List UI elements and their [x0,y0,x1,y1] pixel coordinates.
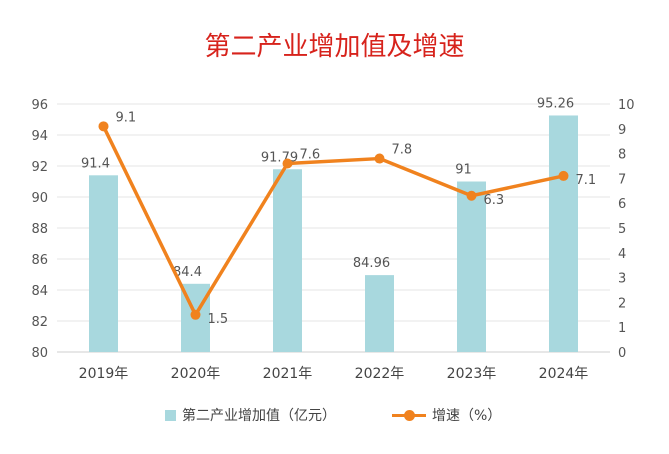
left-tick-label: 92 [31,160,48,175]
line-point [98,121,109,132]
left-tick-label: 94 [31,129,48,144]
bar-data-label: 84.4 [173,265,202,280]
line-point [466,190,477,201]
right-tick-label: 7 [618,172,626,187]
right-tick-label: 0 [618,346,626,361]
right-tick-label: 8 [618,148,626,163]
right-tick-label: 4 [618,247,626,262]
bar [457,181,486,352]
legend-line-label: 增速（%） [432,408,502,424]
left-tick-label: 96 [31,98,48,113]
line-point [558,170,569,181]
bar-data-label: 84.96 [353,256,390,271]
legend-item-line: 增速（%） [392,405,501,425]
bar [89,175,118,352]
x-tick-label: 2020年 [171,366,221,382]
bar [365,275,394,352]
line-point [190,309,201,320]
legend-line-swatch [392,409,426,421]
legend-bar-label: 第二产业增加值（亿元） [182,408,336,424]
bar [549,115,578,352]
left-tick-label: 86 [31,253,48,268]
x-tick-label: 2021年 [263,366,313,382]
left-tick-label: 90 [31,191,48,206]
right-tick-label: 9 [618,123,626,138]
right-tick-label: 2 [618,296,626,311]
left-tick-label: 82 [31,315,48,330]
right-tick-label: 1 [618,321,626,336]
growth-line [101,125,564,317]
bar [273,169,302,352]
right-tick-label: 6 [618,197,626,212]
line-data-label: 7.6 [300,148,321,163]
x-tick-label: 2024年 [539,366,589,382]
bar-data-label: 95.26 [537,96,574,111]
x-tick-label: 2023年 [447,366,497,382]
right-tick-label: 3 [618,272,626,287]
chart-title: 第二产业增加值及增速 [204,32,465,62]
right-tick-label: 10 [618,98,635,113]
right-tick-label: 5 [618,222,626,237]
line-data-label: 6.3 [484,193,505,208]
line-data-label: 7.1 [576,173,597,188]
line-point [282,158,293,169]
bar-data-label: 91 [455,163,472,178]
left-tick-label: 84 [31,284,48,299]
left-tick-label: 80 [31,346,48,361]
x-tick-label: 2022年 [355,366,405,382]
legend-bar-swatch [165,409,176,421]
bar-data-label: 91.4 [81,156,110,171]
line-data-label: 7.8 [392,143,413,158]
legend-item-bar: 第二产业增加值（亿元） [165,405,336,425]
line-data-label: 1.5 [208,312,229,327]
left-tick-label: 88 [31,222,48,237]
x-tick-label: 2019年 [79,366,129,382]
line-point [374,153,385,164]
line-data-label: 9.1 [116,110,137,125]
